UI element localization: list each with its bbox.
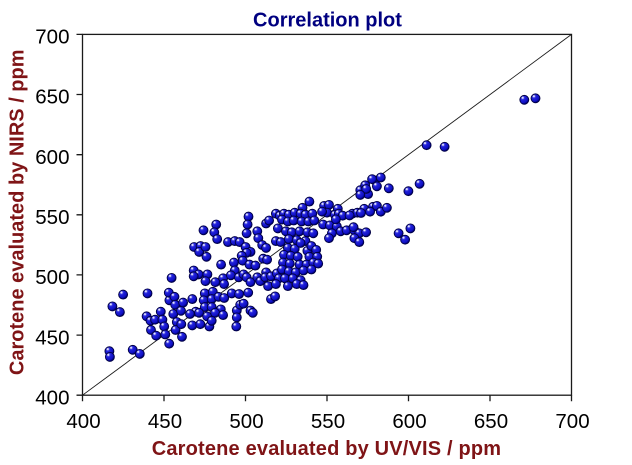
svg-text:650: 650 bbox=[474, 410, 508, 433]
svg-text:700: 700 bbox=[555, 410, 589, 433]
svg-text:500: 500 bbox=[229, 410, 263, 433]
svg-text:400: 400 bbox=[66, 410, 100, 433]
svg-text:550: 550 bbox=[35, 206, 69, 229]
svg-text:500: 500 bbox=[35, 266, 69, 289]
svg-text:400: 400 bbox=[35, 386, 69, 409]
svg-text:Correlation plot: Correlation plot bbox=[253, 10, 402, 32]
svg-text:450: 450 bbox=[35, 326, 69, 349]
svg-text:700: 700 bbox=[35, 26, 69, 49]
svg-text:Carotene evaluated by NIRS / p: Carotene evaluated by NIRS / ppm bbox=[7, 49, 29, 375]
svg-text:450: 450 bbox=[148, 410, 182, 433]
svg-text:650: 650 bbox=[35, 86, 69, 109]
svg-text:550: 550 bbox=[311, 410, 345, 433]
svg-text:Carotene evaluated by UV/VIS /: Carotene evaluated by UV/VIS / ppm bbox=[152, 438, 502, 460]
svg-text:600: 600 bbox=[35, 146, 69, 169]
svg-text:600: 600 bbox=[392, 410, 426, 433]
